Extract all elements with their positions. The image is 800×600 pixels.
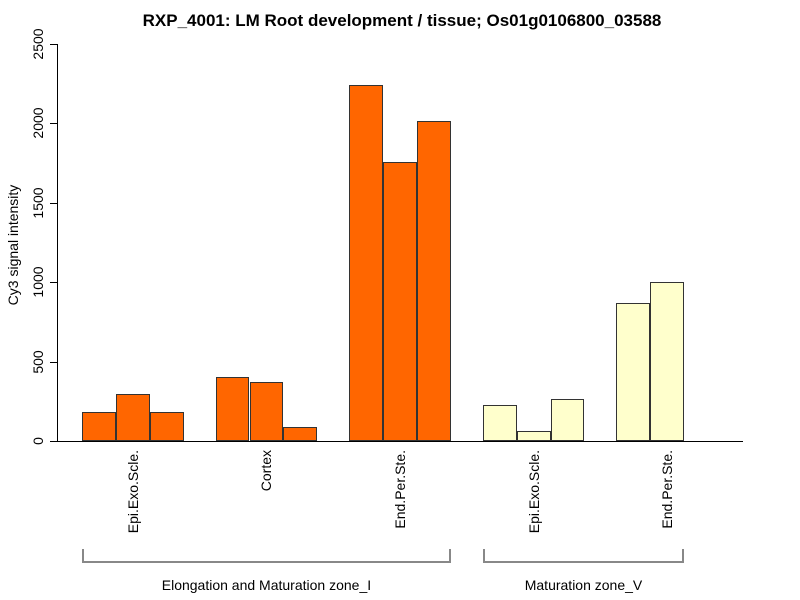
bar: [215, 376, 250, 441]
bar: [149, 411, 184, 441]
bar: [616, 302, 651, 441]
tissue-label: End.Per.Ste.: [392, 450, 409, 529]
bar: [482, 405, 517, 441]
x-axis-line: [57, 441, 743, 442]
y-tick-label: 1500: [30, 187, 46, 219]
zone-bracket-line: [82, 561, 451, 563]
tissue-label: Cortex: [258, 450, 275, 492]
bar: [249, 382, 284, 441]
bar: [349, 85, 384, 441]
y-tick: [50, 44, 57, 45]
tissue-label: Epi.Exo.Scle.: [525, 450, 542, 534]
bar: [516, 430, 551, 441]
y-tick-label: 2500: [30, 28, 46, 60]
y-tick: [50, 123, 57, 125]
tissue-label: End.Per.Ste.: [659, 450, 676, 529]
y-tick: [50, 361, 57, 363]
bar: [383, 161, 417, 441]
y-tick-label: 500: [30, 349, 46, 374]
y-tick: [50, 202, 57, 204]
y-tick: [50, 282, 57, 284]
y-tick-label: 2000: [30, 107, 46, 139]
zone-bracket-right: [682, 549, 685, 563]
zone-bracket-right: [448, 549, 451, 563]
chart-title: RXP_4001: LM Root development / tissue; …: [142, 11, 662, 30]
y-tick-label: 0: [30, 437, 46, 445]
bar: [82, 411, 116, 441]
tissue-label: Epi.Exo.Scle.: [124, 450, 141, 534]
y-tick: [50, 441, 57, 442]
bar: [417, 121, 451, 441]
zone-label: Elongation and Maturation zone_I: [161, 577, 372, 593]
bar: [650, 282, 685, 441]
zone-bracket-line: [482, 561, 685, 563]
zone-bracket-left: [82, 549, 84, 563]
y-axis-line: [57, 44, 58, 442]
bar: [550, 399, 585, 441]
y-tick-label: 1000: [30, 266, 46, 298]
zone-label: Maturation zone_V: [524, 577, 643, 593]
zone-bracket-left: [482, 549, 485, 563]
bar: [115, 394, 150, 441]
bar: [283, 426, 318, 441]
